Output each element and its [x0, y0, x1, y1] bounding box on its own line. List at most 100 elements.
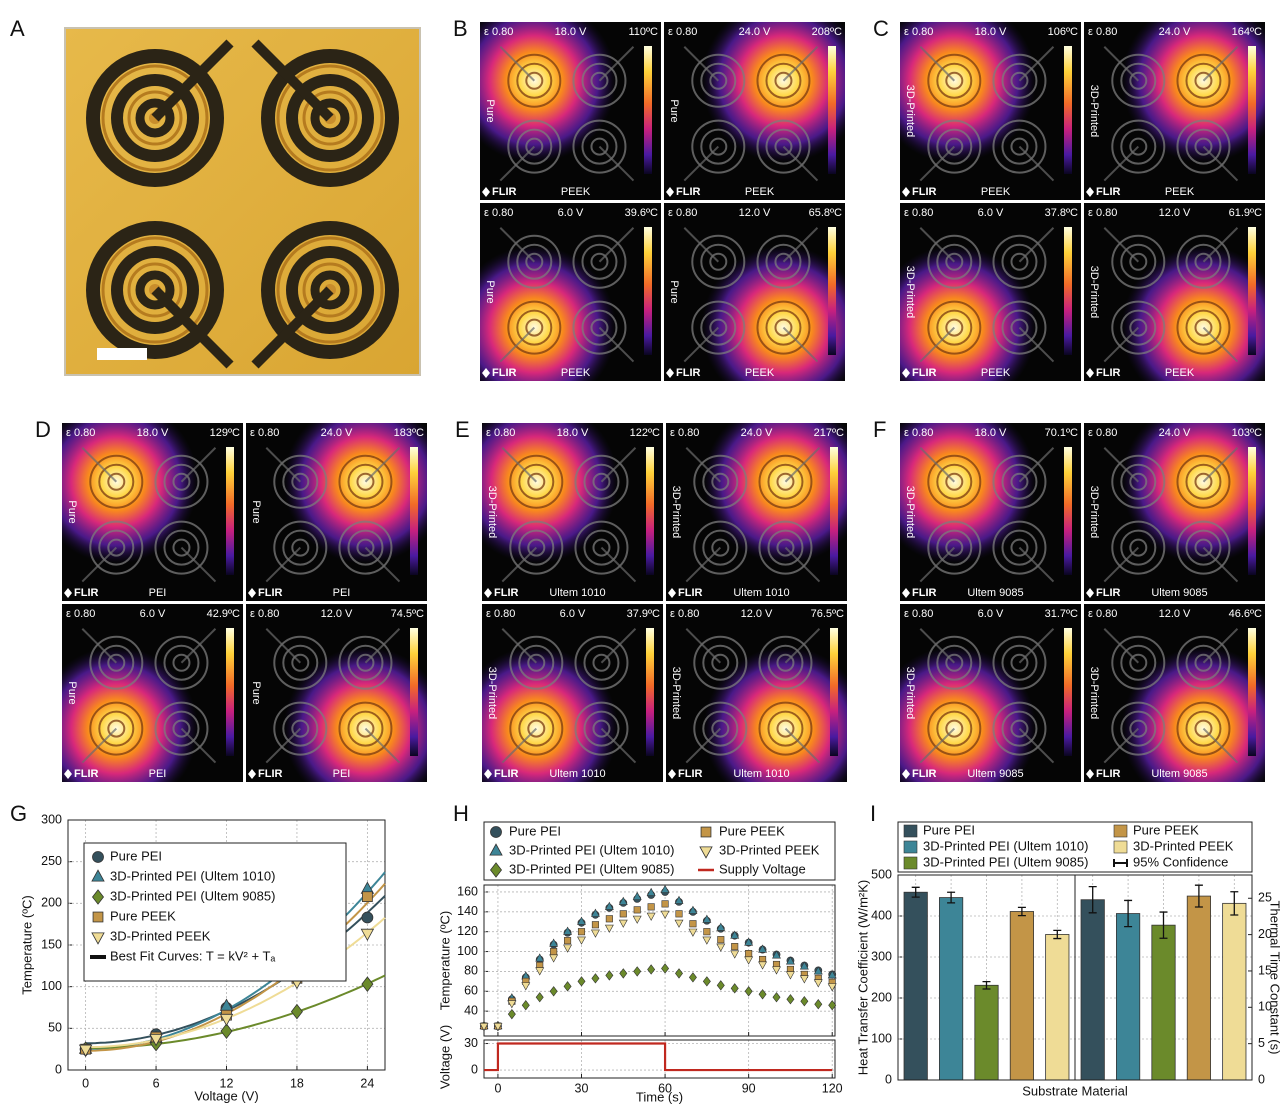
legend-label: Pure PEI [923, 822, 975, 837]
data-point [647, 913, 655, 920]
x-tick-label: 120 [822, 1081, 843, 1095]
side-label: Pure [250, 681, 262, 704]
bar [1046, 934, 1069, 1080]
data-point [605, 925, 613, 932]
emissivity-label: ε 0.80 [904, 26, 933, 38]
emissivity-label: ε 0.80 [484, 26, 513, 38]
max-temp-label: 61.9ºC [1229, 207, 1262, 219]
sample-photo [65, 28, 420, 375]
panel-label: D [35, 417, 51, 442]
legend-swatch [904, 825, 917, 837]
legend-marker [93, 852, 104, 863]
bar [1081, 900, 1104, 1080]
data-point [717, 981, 724, 990]
colorbar [828, 46, 836, 174]
panel-label: F [873, 417, 886, 442]
colorbar [410, 628, 418, 756]
colorbar [1064, 46, 1072, 174]
data-point [634, 907, 640, 913]
material-label: Ultem 9085 [1151, 587, 1207, 599]
emissivity-label: ε 0.80 [250, 608, 279, 620]
data-point [522, 983, 530, 990]
emissivity-label: ε 0.80 [904, 608, 933, 620]
legend-label: 3D-Printed PEI (Ultem 9085) [923, 854, 1088, 869]
material-label: Ultem 1010 [549, 768, 605, 780]
emissivity-label: ε 0.80 [486, 608, 515, 620]
data-point [550, 948, 556, 954]
max-temp-label: 110ºC [629, 26, 659, 38]
colorbar [828, 227, 836, 355]
colorbar [1064, 227, 1072, 355]
x-tick-label: 6 [153, 1076, 160, 1090]
material-label: Ultem 1010 [733, 587, 789, 599]
data-point [675, 969, 682, 978]
logo-text: FLIR [678, 768, 702, 780]
bar [1223, 903, 1246, 1080]
data-point [745, 987, 752, 996]
emissivity-label: ε 0.80 [668, 207, 697, 219]
voltage-label: 12.0 V [1159, 207, 1191, 219]
material-label: Ultem 1010 [549, 587, 605, 599]
material-label: Ultem 1010 [733, 768, 789, 780]
y-tick-label: 100 [41, 979, 62, 993]
legend-label: 3D-Printed PEEK [719, 842, 820, 857]
y-tick-label: 40 [464, 1003, 478, 1017]
data-point [662, 901, 668, 907]
x-axis-title: Voltage (V) [194, 1088, 258, 1103]
material-label: Ultem 9085 [967, 587, 1023, 599]
material-label: PEEK [981, 367, 1011, 379]
logo-text: FLIR [1096, 186, 1120, 198]
legend-label: 3D-Printed PEI (Ultem 9085) [110, 888, 275, 903]
colorbar [1248, 227, 1256, 355]
logo-text: FLIR [912, 587, 936, 599]
voltage-line [484, 1044, 832, 1071]
y-tick-label: 200 [41, 896, 62, 910]
emissivity-label: ε 0.80 [66, 608, 95, 620]
side-label: 3D-Printed [670, 486, 682, 539]
voltage-label: 6.0 V [560, 608, 586, 620]
data-point [745, 950, 751, 956]
data-point [620, 969, 627, 978]
data-point [800, 976, 808, 983]
data-point [564, 937, 570, 943]
max-temp-label: 31.7ºC [1045, 608, 1078, 620]
thermal-image [872, 203, 1081, 410]
data-point [717, 944, 725, 951]
data-point [592, 921, 598, 927]
voltage-label: 6.0 V [978, 608, 1004, 620]
x-axis-title: Substrate Material [1022, 1083, 1128, 1098]
voltage-label: 6.0 V [140, 608, 166, 620]
emissivity-label: ε 0.80 [66, 427, 95, 439]
max-temp-label: 183ºC [394, 427, 424, 439]
y2-axis-title: Voltage (V) [437, 1025, 452, 1089]
bar [975, 985, 998, 1080]
legend-label: 3D-Printed PEEK [110, 928, 211, 943]
side-label: Pure [668, 99, 680, 122]
voltage-label: 24.0 V [321, 427, 353, 439]
colorbar [410, 447, 418, 575]
voltage-label: 12.0 V [1159, 608, 1191, 620]
y-tick-label: 120 [457, 924, 478, 938]
data-point [745, 957, 753, 964]
material-label: Ultem 9085 [967, 768, 1023, 780]
legend-swatch [904, 841, 917, 853]
voltage-label: 24.0 V [739, 26, 771, 38]
logo-text: FLIR [912, 186, 936, 198]
data-point [689, 929, 697, 936]
y-tick-label: 0 [885, 1072, 892, 1086]
y-axis-title: Heat Transfer Coefficient (W/m²K) [855, 880, 870, 1076]
emissivity-label: ε 0.80 [250, 427, 279, 439]
voltage-label: 24.0 V [741, 427, 773, 439]
data-point [633, 916, 641, 923]
y-tick-label: 160 [457, 884, 478, 898]
data-point [606, 916, 612, 922]
y-tick-label: 0 [55, 1062, 62, 1076]
side-label: 3D-Printed [670, 667, 682, 720]
data-point [564, 982, 571, 991]
emissivity-label: ε 0.80 [1088, 207, 1117, 219]
thermal-image [452, 203, 661, 410]
data-point [619, 920, 627, 927]
voltage-label: 18.0 V [975, 427, 1007, 439]
side-label: Pure [484, 99, 496, 122]
legend-label: Pure PEEK [719, 823, 785, 838]
